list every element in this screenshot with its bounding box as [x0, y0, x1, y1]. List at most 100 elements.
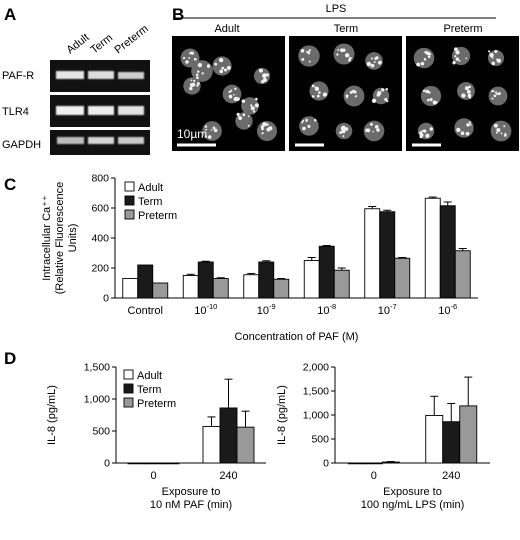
cell-spot	[454, 55, 457, 58]
x-tick-label: 10-8	[317, 302, 336, 317]
cell-spot	[308, 49, 311, 52]
cell-spot	[468, 85, 471, 89]
cell-spot	[204, 125, 208, 128]
legend-label-preterm: Preterm	[138, 210, 177, 222]
panel-b-letter: B	[172, 5, 184, 24]
cell-spot	[207, 135, 212, 139]
bar-preterm	[212, 278, 229, 299]
cell-spot	[311, 95, 315, 98]
gel-row-label: PAF-R	[2, 70, 34, 82]
cell-spot	[193, 57, 197, 61]
gel-lane-label: Adult	[64, 31, 91, 56]
cell-spot	[314, 86, 320, 92]
cell-spot	[230, 89, 233, 92]
bar-term	[439, 205, 456, 299]
gel-row-label: TLR4	[2, 106, 29, 118]
cell-spot	[489, 52, 494, 58]
cell-spot	[455, 57, 460, 61]
cell-spot	[374, 125, 379, 129]
cell-spot	[432, 100, 437, 105]
cell-spot	[420, 61, 425, 66]
cell-spot	[188, 57, 191, 59]
y-tick-label: 200	[91, 263, 109, 275]
cell-spot	[182, 56, 186, 60]
bar-preterm	[454, 250, 471, 299]
cell-spot	[422, 89, 426, 93]
cell-spot	[188, 52, 191, 55]
cell-spot	[460, 131, 465, 136]
legend-swatch-adult	[123, 369, 134, 380]
x-tick-label: 10-7	[378, 302, 397, 317]
y-tick-label: 1,500	[84, 362, 110, 374]
cell-spot	[261, 132, 264, 135]
cell-spot	[195, 73, 199, 77]
scale-bar-label: 10µm	[177, 127, 207, 141]
cell-spot	[374, 57, 377, 60]
y-tick-label: 1,000	[303, 410, 329, 422]
cell-spot	[189, 86, 193, 91]
cell-spot	[307, 124, 311, 128]
cell-spot	[189, 83, 194, 88]
cell-spot	[236, 97, 240, 101]
legend-swatch-preterm	[123, 397, 134, 408]
cell	[457, 82, 475, 100]
cell-spot	[300, 48, 305, 53]
cell-spot	[227, 67, 230, 70]
cell-spot	[254, 103, 259, 108]
cell-spot	[262, 73, 267, 78]
cell-spot	[210, 128, 213, 131]
micrograph-column-label: Adult	[214, 23, 239, 35]
cell-spot	[214, 62, 218, 66]
cell-spot	[503, 133, 507, 137]
cell-spot	[385, 88, 389, 91]
panel-d-letter: D	[4, 349, 16, 368]
cell-spot	[219, 57, 224, 63]
cell-spot	[265, 123, 269, 126]
cell-spot	[255, 97, 258, 101]
cell-spot	[504, 132, 507, 135]
cell-spot	[373, 60, 376, 63]
cell-spot	[262, 77, 267, 83]
cell-spot	[306, 50, 310, 54]
cell-spot	[242, 113, 246, 117]
cell-spot	[496, 127, 501, 133]
bar-adult	[127, 462, 146, 465]
cell-spot	[337, 48, 340, 51]
cell-spot	[423, 57, 427, 61]
y-tick-label: 800	[91, 173, 109, 185]
y-tick-label: 0	[103, 293, 109, 305]
cell-spot	[247, 124, 250, 127]
cell	[363, 120, 385, 142]
legend-swatch-adult	[124, 181, 135, 192]
cell-spot	[311, 84, 315, 88]
micrographs	[172, 36, 519, 151]
cell-spot	[370, 57, 373, 60]
bar-preterm	[236, 426, 255, 464]
legend-label-adult: Adult	[137, 370, 162, 382]
cell-spot	[221, 66, 225, 70]
bar-adult	[122, 278, 139, 299]
cell	[488, 86, 508, 106]
legend-label-adult: Adult	[138, 182, 163, 194]
cell-spot	[318, 91, 321, 94]
lps-header: LPS	[326, 3, 347, 15]
legend-label-term: Term	[138, 196, 162, 208]
cell-spot	[369, 122, 373, 126]
cell-spot	[429, 127, 433, 131]
cell-spot	[494, 49, 498, 54]
bar-term	[318, 245, 335, 299]
legend-swatch-term	[124, 195, 135, 206]
cell-spot	[466, 133, 468, 136]
cell-spot	[258, 68, 263, 73]
gel-lane-labels: Adult Term Preterm	[64, 23, 150, 57]
cell-spot	[469, 123, 472, 126]
cell-spot	[224, 68, 228, 72]
cell-spot	[301, 121, 304, 124]
gel-image	[50, 60, 150, 155]
bar-term	[379, 211, 396, 299]
y-axis-label: Intracellular Ca⁺⁺	[41, 195, 53, 281]
y-tick-label: 500	[311, 434, 329, 446]
cell-spot	[252, 110, 256, 113]
